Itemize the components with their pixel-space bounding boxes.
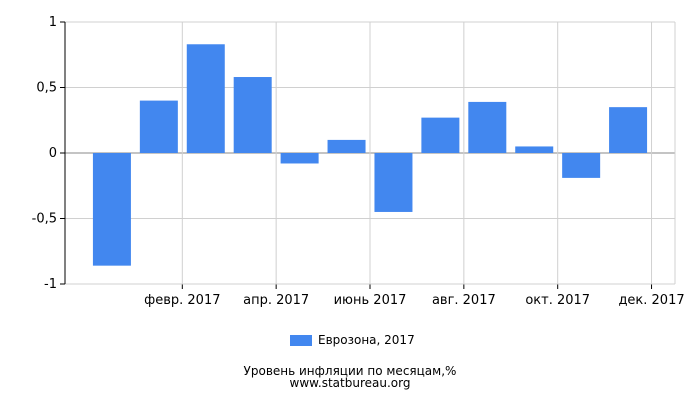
y-tick-label: 0,5 <box>36 81 57 96</box>
y-tick-label: 0 <box>49 146 57 161</box>
y-tick-label: -0,5 <box>32 212 57 227</box>
x-tick-label: июнь 2017 <box>334 293 407 308</box>
legend: Еврозона, 2017 <box>290 333 415 347</box>
bar <box>92 153 131 266</box>
y-tick-label: -1 <box>44 277 57 292</box>
bar <box>139 100 178 153</box>
y-tick-label: 1 <box>49 15 57 30</box>
bar <box>468 101 507 153</box>
bar <box>421 117 460 153</box>
bar <box>186 44 225 153</box>
bar <box>374 153 413 212</box>
x-tick-label: апр. 2017 <box>243 293 309 308</box>
bar <box>280 153 319 164</box>
bar <box>327 139 366 153</box>
source-url: www.statbureau.org <box>289 376 411 390</box>
x-tick-label: авг. 2017 <box>432 293 496 308</box>
x-tick-label: дек. 2017 <box>618 293 684 308</box>
legend-label: Еврозона, 2017 <box>318 333 415 347</box>
x-tick-label: февр. 2017 <box>144 293 220 308</box>
bar <box>562 153 601 178</box>
legend-swatch <box>290 334 312 346</box>
bar <box>515 146 554 153</box>
bar <box>609 107 648 153</box>
chart-caption: Уровень инфляции по месяцам,% <box>243 364 457 378</box>
bar <box>233 77 272 153</box>
x-tick-label: окт. 2017 <box>525 293 590 308</box>
